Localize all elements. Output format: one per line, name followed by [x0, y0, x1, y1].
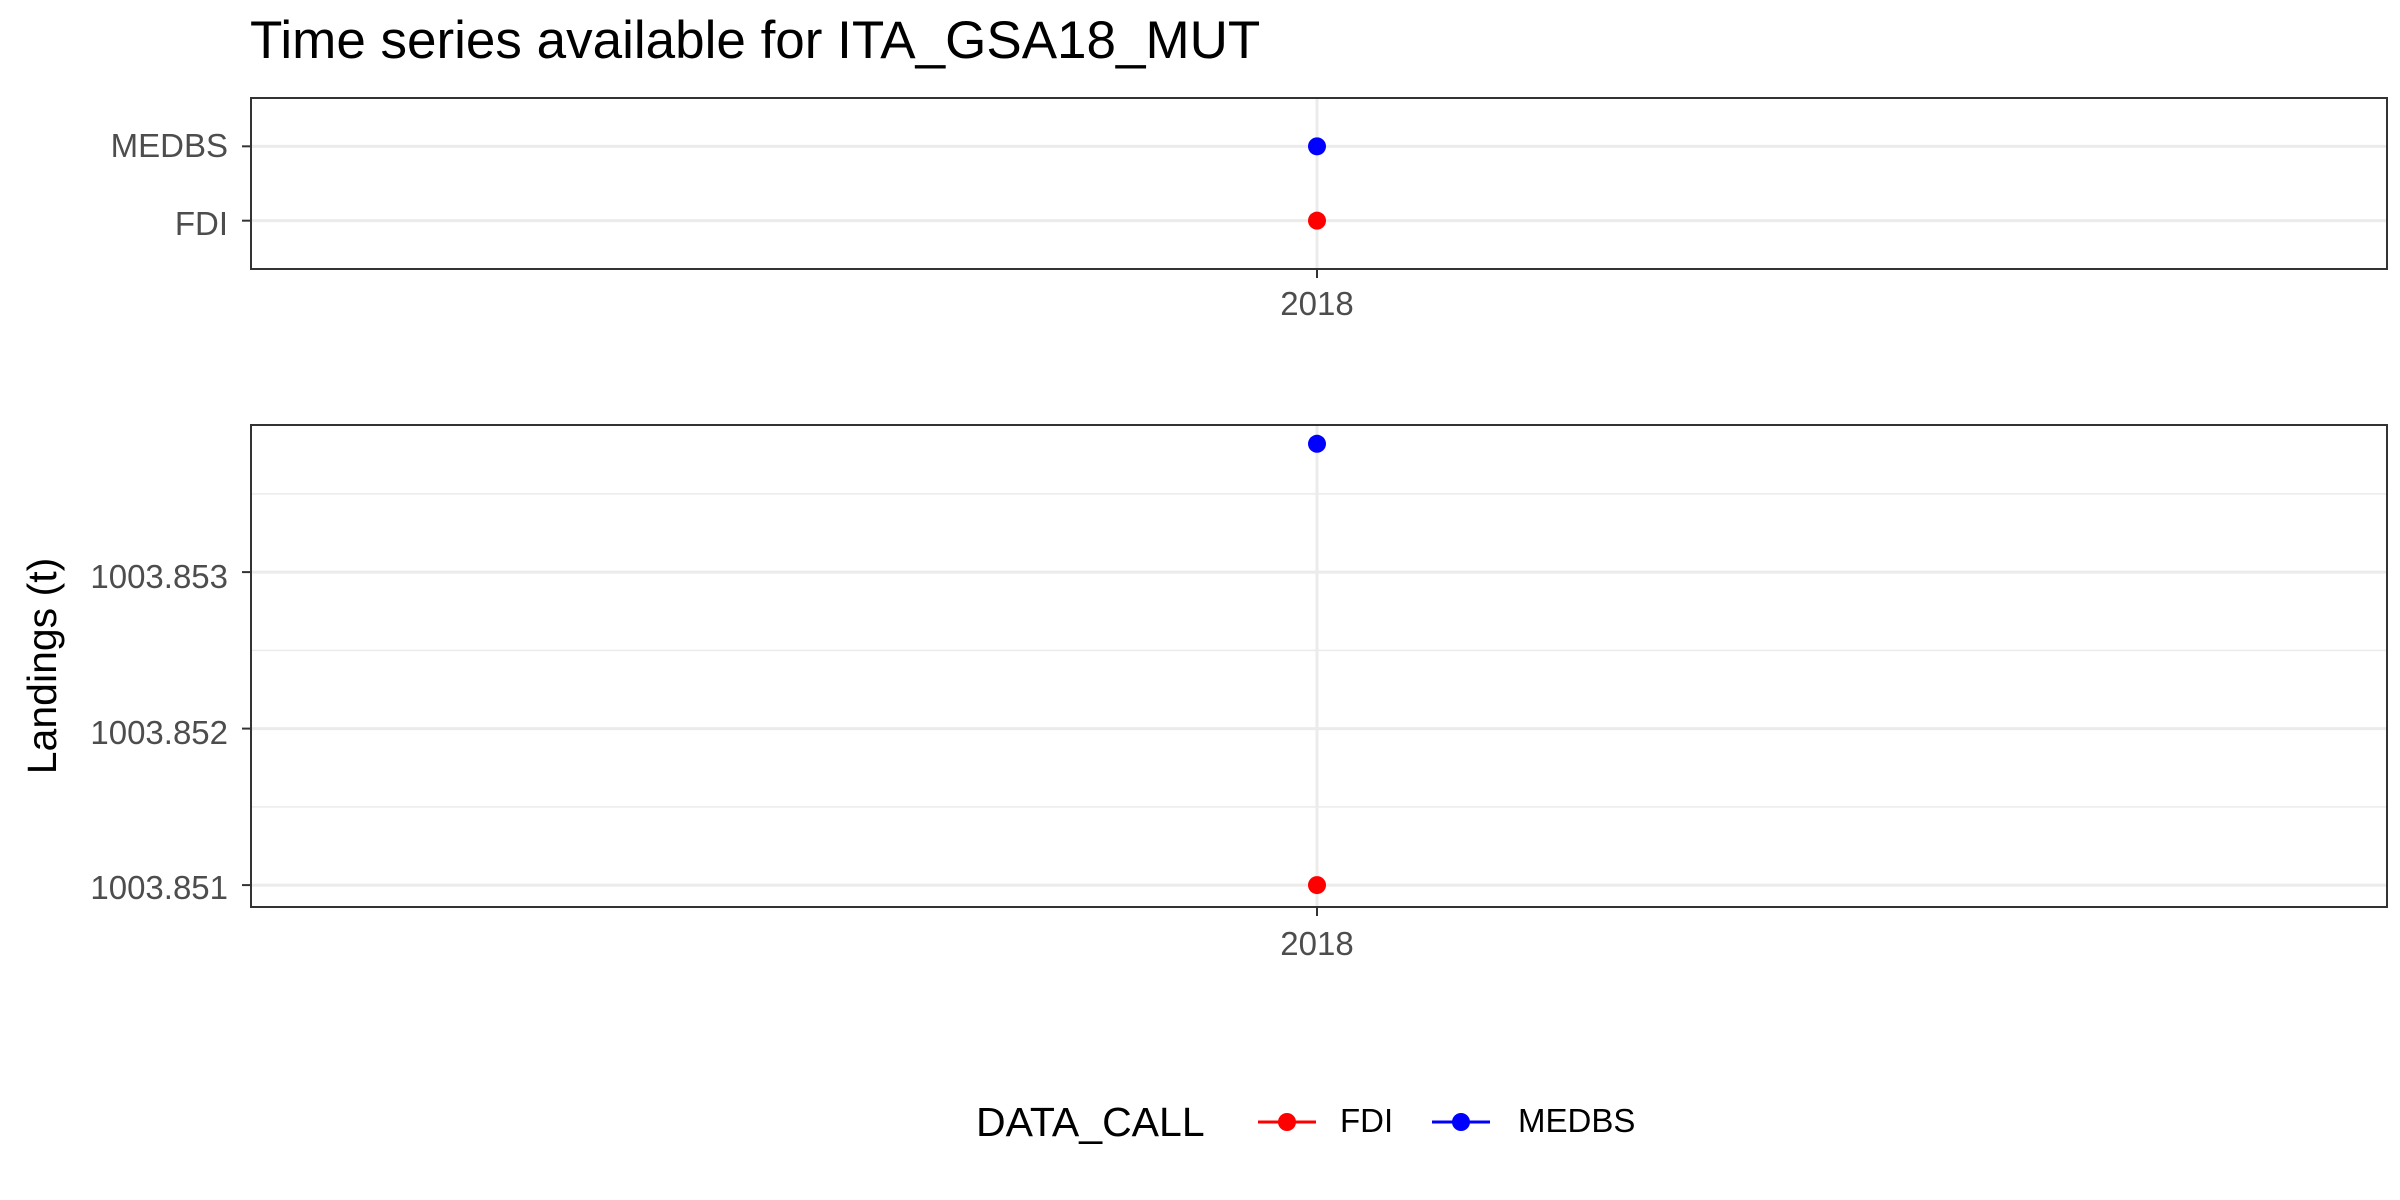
y-tick-label-1003-851: 1003.851	[90, 869, 228, 906]
point-medbs-2018-panel2	[1308, 434, 1326, 453]
landings-panel: 2018 1003.853 1003.852 1003.851 Landings…	[19, 424, 2388, 962]
point-fdi-2018-panel2	[1308, 876, 1326, 895]
y-tick-label-1003-853: 1003.853	[90, 558, 228, 595]
landings-points	[1308, 434, 1326, 895]
legend-label-medbs: MEDBS	[1518, 1102, 1635, 1139]
legend-label-fdi: FDI	[1340, 1102, 1393, 1139]
landings-ticks	[242, 571, 1318, 916]
availability-ticks	[242, 145, 1318, 278]
x-tick-label-2018-panel1: 2018	[1280, 285, 1353, 322]
legend-key-medbs-point	[1452, 1113, 1470, 1131]
availability-points	[1308, 137, 1326, 230]
point-medbs-2018-panel1	[1308, 137, 1326, 156]
y-tick-label-1003-852: 1003.852	[90, 714, 228, 751]
availability-panel: 2018 MEDBS FDI	[111, 97, 2388, 322]
y-tick-label-fdi: FDI	[175, 205, 228, 242]
legend: DATA_CALL FDI MEDBS	[976, 1099, 1635, 1145]
x-tick-label-2018-panel2: 2018	[1280, 925, 1353, 962]
point-fdi-2018-panel1	[1308, 211, 1326, 230]
legend-title: DATA_CALL	[976, 1099, 1205, 1145]
landings-grid	[251, 425, 2387, 907]
y-axis-title: Landings (t)	[19, 558, 65, 775]
chart-title: Time series available for ITA_GSA18_MUT	[250, 11, 1260, 70]
y-tick-label-medbs: MEDBS	[111, 127, 228, 164]
legend-key-fdi-point	[1278, 1113, 1296, 1131]
